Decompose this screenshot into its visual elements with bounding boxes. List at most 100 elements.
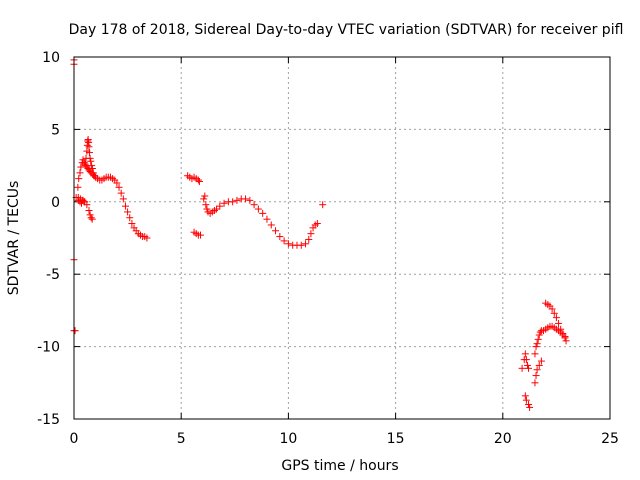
- data-point: [88, 164, 96, 172]
- data-point: [525, 401, 533, 409]
- data-point: [124, 208, 132, 216]
- data-point: [74, 183, 82, 191]
- data-point: [521, 392, 529, 400]
- data-point: [77, 163, 85, 171]
- data-point: [81, 160, 89, 168]
- x-tick-label: 5: [177, 431, 186, 447]
- data-point: [550, 309, 558, 317]
- data-point: [126, 214, 134, 222]
- data-point: [267, 221, 275, 229]
- data-point: [535, 361, 543, 369]
- data-point: [75, 175, 83, 183]
- data-point: [202, 201, 210, 209]
- y-tick-label: -5: [46, 267, 60, 283]
- data-point: [522, 356, 530, 364]
- x-tick-labels: 0 5 10 15 20 25: [70, 431, 619, 447]
- data-point: [307, 230, 315, 238]
- x-tick-label: 10: [279, 431, 297, 447]
- data-point: [561, 332, 569, 340]
- y-tick-label: 0: [51, 195, 60, 211]
- data-point: [121, 202, 129, 210]
- data-point: [194, 176, 202, 184]
- data-point: [526, 403, 534, 411]
- data-point: [85, 206, 93, 214]
- data-point: [532, 372, 540, 380]
- y-tick-label: 10: [42, 50, 60, 66]
- x-tick-label: 0: [70, 431, 79, 447]
- data-point: [76, 169, 84, 177]
- data-point: [302, 240, 310, 248]
- data-point: [195, 178, 203, 186]
- data-point: [80, 159, 88, 167]
- data-point: [272, 227, 280, 235]
- data-point: [229, 198, 237, 206]
- data-point: [250, 201, 258, 209]
- data-point: [213, 205, 221, 213]
- plot-frame: [73, 56, 611, 420]
- data-point: [86, 154, 94, 162]
- data-point: [536, 328, 544, 336]
- data-point: [246, 196, 254, 204]
- data-point: [83, 201, 91, 209]
- data-point: [518, 364, 526, 372]
- data-point: [555, 319, 563, 327]
- data-point: [280, 237, 288, 245]
- data-point: [201, 192, 209, 200]
- data-point: [319, 201, 327, 209]
- data-point: [313, 220, 321, 228]
- data-point: [522, 396, 530, 404]
- data-point: [88, 162, 96, 170]
- data-point: [305, 235, 313, 243]
- data-points: [70, 56, 570, 411]
- data-point: [242, 195, 250, 203]
- x-axis-title: GPS time / hours: [281, 458, 398, 474]
- data-point: [537, 357, 545, 365]
- chart-title: Day 178 of 2018, Sidereal Day-to-day VTE…: [69, 22, 624, 38]
- data-point: [216, 202, 224, 210]
- data-point: [88, 215, 96, 223]
- y-tick-label: 5: [51, 122, 60, 138]
- data-point: [254, 205, 262, 213]
- data-point: [533, 366, 541, 374]
- data-point: [284, 240, 292, 248]
- data-point: [79, 156, 87, 164]
- data-point: [531, 350, 539, 358]
- data-point: [557, 325, 565, 333]
- data-point: [297, 241, 305, 249]
- data-point: [200, 195, 208, 203]
- data-point: [525, 364, 533, 372]
- grid-lines: [74, 57, 610, 419]
- data-point: [90, 172, 98, 180]
- data-point: [562, 337, 570, 345]
- data-point: [552, 314, 560, 322]
- data-point: [87, 214, 95, 222]
- data-point: [71, 327, 79, 335]
- data-point: [521, 350, 529, 358]
- data-point: [523, 361, 531, 369]
- data-point: [128, 220, 136, 228]
- data-point: [276, 233, 284, 241]
- data-point: [203, 205, 211, 213]
- data-point: [143, 234, 151, 242]
- y-axis-title: SDTVAR / TECUs: [6, 181, 22, 296]
- data-point: [87, 157, 95, 165]
- data-point: [532, 343, 540, 351]
- data-point: [85, 149, 93, 157]
- data-point: [548, 305, 556, 313]
- x-tick-label: 20: [494, 431, 512, 447]
- y-tick-label: -15: [37, 412, 60, 428]
- x-tick-label: 25: [601, 431, 619, 447]
- data-point: [89, 169, 97, 177]
- data-point: [220, 199, 228, 207]
- y-tick-labels: 10 5 0 -5 -10 -15: [37, 50, 60, 428]
- data-point: [86, 211, 94, 219]
- data-point: [115, 183, 123, 191]
- x-tick-label: 15: [387, 431, 405, 447]
- data-point: [113, 179, 121, 187]
- data-point: [117, 189, 125, 197]
- data-point: [263, 215, 271, 223]
- data-point: [534, 335, 542, 343]
- data-point: [531, 379, 539, 387]
